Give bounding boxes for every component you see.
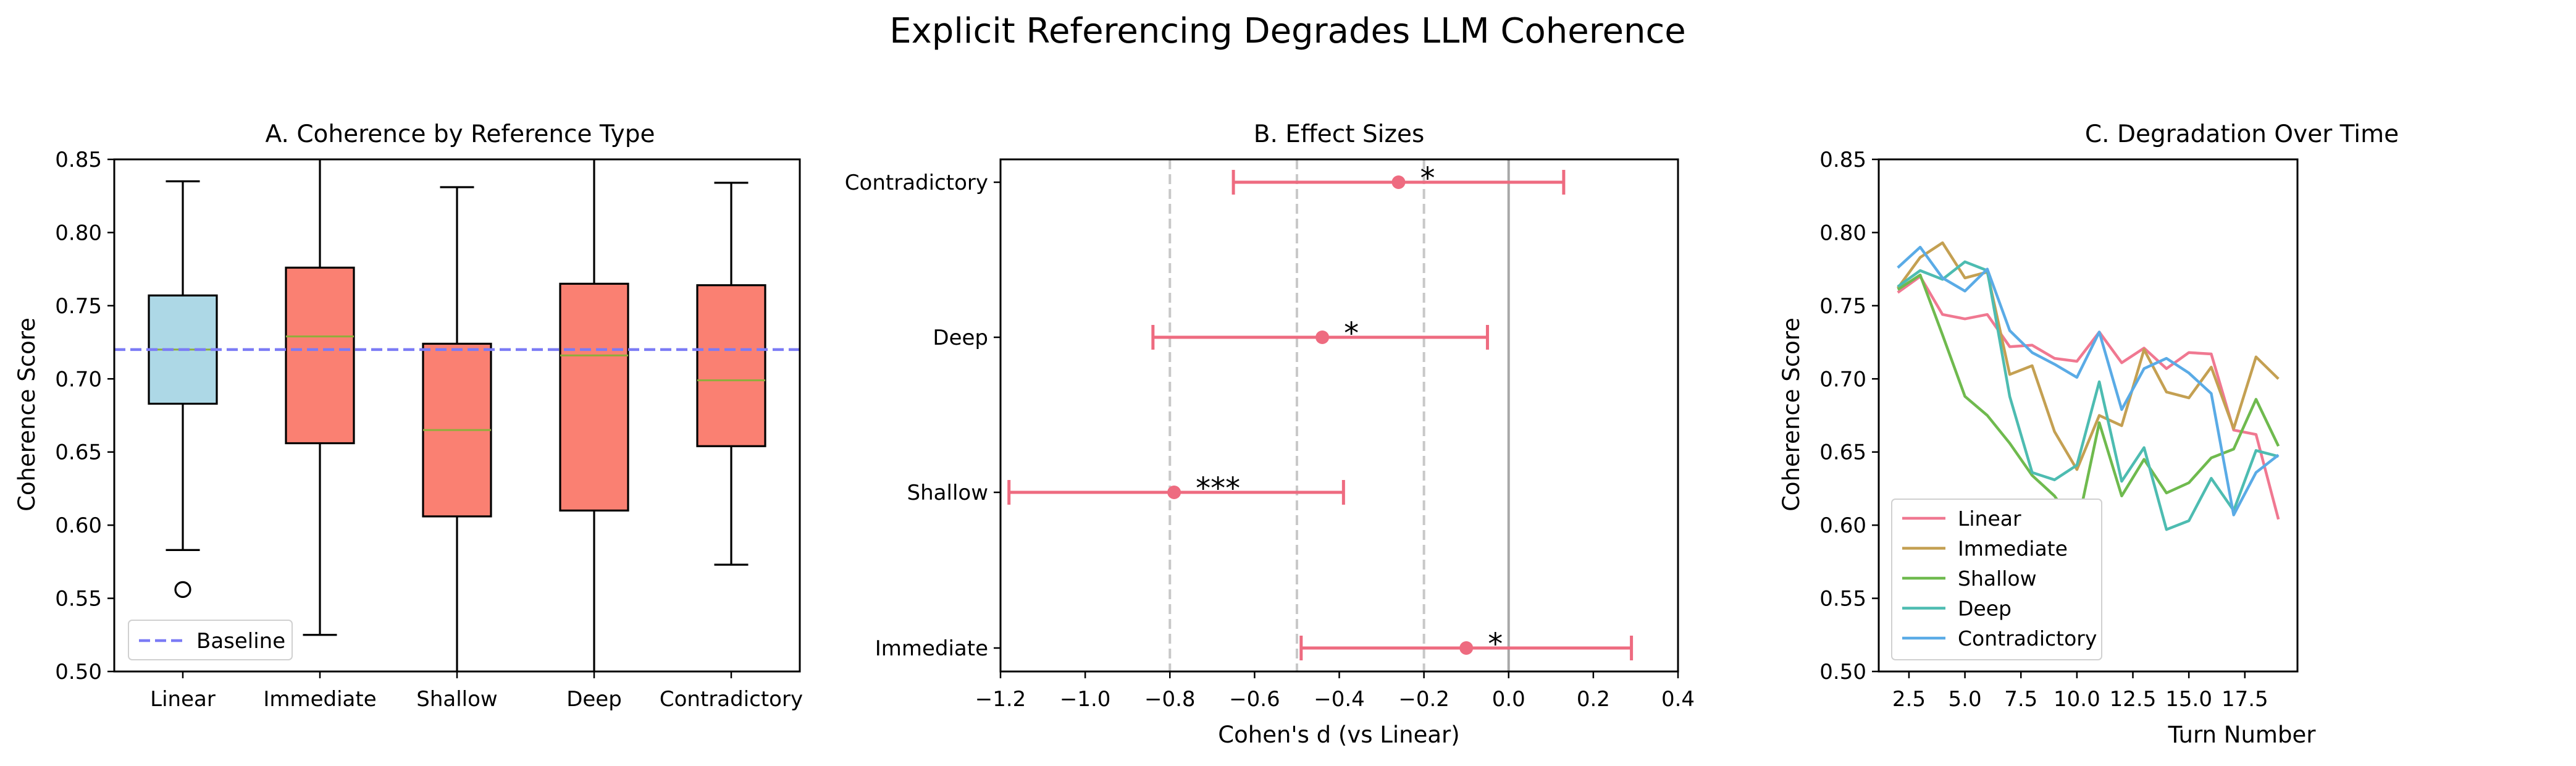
y-tick-label: 0.50 <box>55 660 102 684</box>
panel-a-boxplot: A. Coherence by Reference Type Coherence… <box>14 120 803 712</box>
y-tick-label: Contradictory <box>845 170 988 195</box>
figure-title: Explicit Referencing Degrades LLM Cohere… <box>889 11 1685 51</box>
x-tick-label: 0.2 <box>1577 687 1610 712</box>
x-tick-label: Linear <box>150 687 216 712</box>
legend-label-linear: Linear <box>1958 507 2021 531</box>
y-tick-label: Shallow <box>907 481 988 505</box>
x-tick-label: 7.5 <box>2004 687 2037 712</box>
x-tick-label: 17.5 <box>2221 687 2268 712</box>
series-line-linear <box>1897 275 2280 520</box>
legend-baseline-label: Baseline <box>196 629 285 654</box>
panel-b-xlabel: Cohen's d (vs Linear) <box>1218 722 1459 748</box>
x-tick-label: Immediate <box>263 687 376 712</box>
significance-label: * <box>1344 316 1359 351</box>
x-tick-label: 0.4 <box>1661 687 1695 712</box>
box-deep <box>559 282 629 512</box>
panel-c-line-chart: C. Degradation Over Time Turn Number Coh… <box>1778 120 2399 748</box>
panel-b-title: B. Effect Sizes <box>1254 120 1425 148</box>
x-tick-label: −0.4 <box>1314 687 1365 712</box>
box-contradictory <box>696 284 766 447</box>
y-tick-label: 0.75 <box>1819 294 1866 319</box>
panel-c-xlabel: Turn Number <box>2168 722 2317 748</box>
x-tick-label: −1.2 <box>975 687 1026 712</box>
panel-c-legend: Linear Immediate Shallow Deep Contradictory <box>1891 499 2102 660</box>
series-line-immediate <box>1896 241 2280 471</box>
x-tick-label: Deep <box>566 687 622 712</box>
legend-label-shallow: Shallow <box>1958 566 2037 591</box>
series-line-contradictory <box>1897 245 2280 516</box>
x-tick-label: −0.8 <box>1144 687 1196 712</box>
x-tick-label: 10.0 <box>2054 687 2100 712</box>
outlier-point <box>174 581 191 598</box>
x-tick-label: −1.0 <box>1060 687 1111 712</box>
legend-label-deep: Deep <box>1958 597 2012 621</box>
panel-b-effect-sizes: B. Effect Sizes Cohen's d (vs Linear) **… <box>845 120 1695 748</box>
y-tick-label: 0.80 <box>1819 221 1866 245</box>
significance-label: * <box>1420 161 1435 196</box>
y-tick-label: 0.65 <box>55 440 102 465</box>
y-tick-label: 0.80 <box>55 221 102 245</box>
y-tick-label: 0.60 <box>55 513 102 538</box>
significance-label: *** <box>1196 471 1240 506</box>
panel-c-frame <box>1877 158 2299 673</box>
x-tick-label: −0.6 <box>1229 687 1280 712</box>
y-tick-label: 0.70 <box>55 367 102 392</box>
panel-c-ylabel: Coherence Score <box>1778 318 1805 511</box>
y-tick-label: 0.60 <box>1819 513 1866 538</box>
x-tick-label: −0.2 <box>1398 687 1450 712</box>
y-tick-label: Deep <box>933 326 988 350</box>
y-tick-label: 0.85 <box>55 148 102 172</box>
x-tick-label: Shallow <box>416 687 497 712</box>
panel-a-ylabel: Coherence Score <box>14 318 40 511</box>
panel-c-title: C. Degradation Over Time <box>2085 120 2399 148</box>
effect-point-contradictory <box>1391 175 1406 189</box>
effect-point-shallow <box>1167 486 1181 499</box>
x-tick-label: 2.5 <box>1892 687 1926 712</box>
legend-label-immediate: Immediate <box>1958 537 2068 561</box>
x-tick-label: 12.5 <box>2110 687 2157 712</box>
y-tick-label: 0.85 <box>1819 148 1866 172</box>
x-tick-label: Contradictory <box>660 687 803 712</box>
y-tick-label: 0.75 <box>55 294 102 319</box>
y-tick-label: 0.55 <box>1819 587 1866 612</box>
box-immediate <box>285 266 355 445</box>
series-line-shallow <box>1897 273 2280 530</box>
y-tick-label: 0.70 <box>1819 367 1866 392</box>
y-tick-label: Immediate <box>875 636 988 661</box>
x-tick-label: 15.0 <box>2165 687 2212 712</box>
legend-box <box>128 620 293 660</box>
y-tick-label: 0.50 <box>1819 660 1866 684</box>
panel-a-legend: Baseline <box>128 620 293 660</box>
panel-a-marks <box>114 159 800 671</box>
x-tick-label: 5.0 <box>1949 687 1982 712</box>
panel-a-title: A. Coherence by Reference Type <box>266 120 655 148</box>
legend-label-contradictory: Contradictory <box>1958 626 2097 650</box>
effect-point-deep <box>1315 330 1330 344</box>
series-line-deep <box>1897 260 2279 531</box>
y-tick-label: 0.65 <box>1819 440 1866 465</box>
significance-label: * <box>1488 627 1503 662</box>
y-tick-label: 0.55 <box>55 587 102 612</box>
x-tick-label: 0.0 <box>1492 687 1525 712</box>
effect-point-immediate <box>1459 641 1474 655</box>
legend-box <box>1891 499 2102 660</box>
